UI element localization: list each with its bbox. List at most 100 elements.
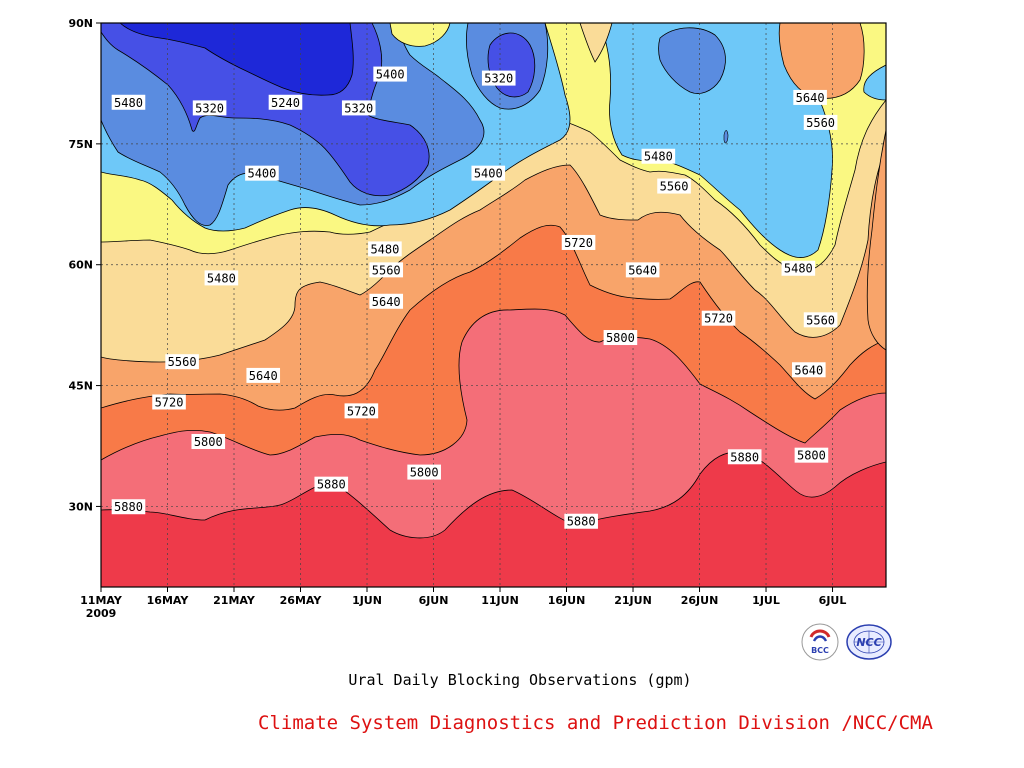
contour-label: 5720 — [701, 310, 736, 326]
contour-label: 5720 — [344, 403, 379, 419]
contour-label-text: 5560 — [806, 116, 835, 130]
contour-label-text: 5480 — [207, 271, 236, 285]
contour-label-text: 5560 — [168, 355, 197, 369]
contour-label-bg — [111, 94, 146, 110]
contour-label-bg — [341, 100, 376, 116]
contour-label-bg — [369, 293, 404, 309]
contour-label-bg — [625, 262, 660, 278]
contour-label: 5720 — [561, 234, 596, 250]
feature-yellow-north — [389, 23, 451, 47]
contour-label-text: 5400 — [247, 167, 276, 181]
contour-label: 5320 — [192, 100, 227, 116]
x-tick-label: 16MAY — [147, 594, 190, 607]
contour-label-bg — [793, 89, 827, 105]
contour-label-bg — [471, 165, 506, 181]
contour-label-text: 5320 — [484, 72, 513, 86]
contour-label-text: 5880 — [730, 450, 759, 464]
gridlines — [101, 23, 886, 587]
contour-label-text: 5800 — [410, 466, 439, 480]
contour-label-text: 5480 — [784, 262, 813, 276]
contour-label-bg — [369, 262, 404, 278]
contour-label-bg — [564, 513, 598, 529]
x-axis-year-label: 2009 — [86, 607, 117, 620]
contour-label-text: 5560 — [806, 313, 835, 327]
x-tick-label: 1JUN — [352, 594, 382, 607]
ncc-logo-icon: NCC — [846, 624, 892, 660]
contour-label-text: 5640 — [249, 369, 278, 383]
contour-label: 5880 — [727, 449, 762, 465]
contour-label-text: 5880 — [114, 500, 143, 514]
y-tick-label: 45N — [68, 380, 93, 393]
contour-label-text: 5640 — [794, 363, 823, 377]
contour-label: 5880 — [314, 476, 349, 492]
contour-label-text: 5320 — [195, 101, 224, 115]
y-tick-label: 60N — [68, 259, 93, 272]
contour-label-bg — [245, 165, 279, 181]
x-tick-label: 11JUN — [481, 594, 519, 607]
bcc-logo-icon: BCC — [801, 623, 839, 661]
contour-label: 5640 — [792, 362, 826, 378]
y-axis: 30N 45N 60N 75N 90N — [68, 17, 101, 513]
x-axis: 11MAY 16MAY 21MAY 26MAY 1JUN 6JUN 11JUN 16JUN 21… — [80, 587, 846, 607]
contour-label: 5560 — [657, 178, 691, 194]
contour-label-bg — [781, 260, 816, 276]
contour-label-bg — [603, 330, 638, 346]
feature-tan-north — [579, 23, 613, 63]
y-tick-label: 30N — [68, 500, 93, 513]
contour-label-bg — [192, 100, 227, 116]
credit-line: Climate System Diagnostics and Predictio… — [258, 712, 933, 734]
contour-label-text: 5400 — [474, 167, 503, 181]
contour-label-bg — [314, 476, 349, 492]
contour-label: 5800 — [191, 433, 226, 449]
contour-label: 5320 — [341, 100, 376, 116]
contour-label: 5800 — [603, 330, 638, 346]
contour-label-bg — [344, 403, 379, 419]
contour-label-text: 5720 — [704, 312, 733, 326]
band-below-5240 — [119, 23, 354, 96]
contour-label-bg — [803, 114, 838, 130]
contour-label: 5800 — [794, 447, 829, 463]
feature-east-edge-orange — [866, 129, 886, 351]
contour-label: 5640 — [793, 89, 827, 105]
contour-label: 5480 — [204, 270, 239, 286]
contour-label-bg — [803, 312, 838, 328]
band-5320-5400-east — [658, 27, 726, 94]
contour-label: 5880 — [564, 513, 598, 529]
contour-label: 5320 — [481, 70, 516, 86]
contour-label-bg — [111, 499, 146, 515]
x-tick-label: 26JUN — [681, 594, 719, 607]
contour-label: 5560 — [165, 354, 199, 370]
contour-label-text: 5800 — [194, 435, 223, 449]
contour-label: 5880 — [111, 499, 146, 515]
contour-label-bg — [368, 241, 402, 257]
contour-label-text: 5480 — [370, 242, 399, 256]
contour-label-text: 5560 — [372, 263, 401, 277]
chart-caption: Ural Daily Blocking Observations (gpm) — [348, 671, 692, 689]
contour-label: 5480 — [111, 94, 146, 110]
contour-label-text: 5480 — [114, 96, 143, 110]
y-tick-label: 75N — [68, 138, 93, 151]
contour-label-text: 5880 — [317, 478, 346, 492]
contour-label: 5480 — [641, 148, 676, 164]
contour-label-bg — [165, 354, 199, 370]
contour-label: 5240 — [268, 94, 303, 110]
contour-label: 5720 — [152, 394, 186, 410]
contour-label: 5400 — [471, 165, 506, 181]
contour-label-bg — [268, 94, 303, 110]
x-tick-label: 21JUN — [614, 594, 652, 607]
contour-label-text: 5720 — [347, 404, 376, 418]
contour-label: 5480 — [781, 260, 816, 276]
x-tick-label: 6JUN — [419, 594, 449, 607]
contour-label: 5640 — [625, 262, 660, 278]
contour-label: 5640 — [369, 293, 404, 309]
contour-label-bg — [373, 66, 407, 82]
contour-label-text: 5880 — [567, 515, 596, 529]
contour-label-text: 5320 — [344, 101, 373, 115]
contour-label: 5560 — [803, 312, 838, 328]
contour-label-bg — [792, 362, 826, 378]
contour-label-bg — [561, 234, 596, 250]
x-tick-label: 1JUL — [752, 594, 780, 607]
contour-label-text: 5720 — [564, 236, 593, 250]
contour-label-text: 5560 — [660, 180, 689, 194]
